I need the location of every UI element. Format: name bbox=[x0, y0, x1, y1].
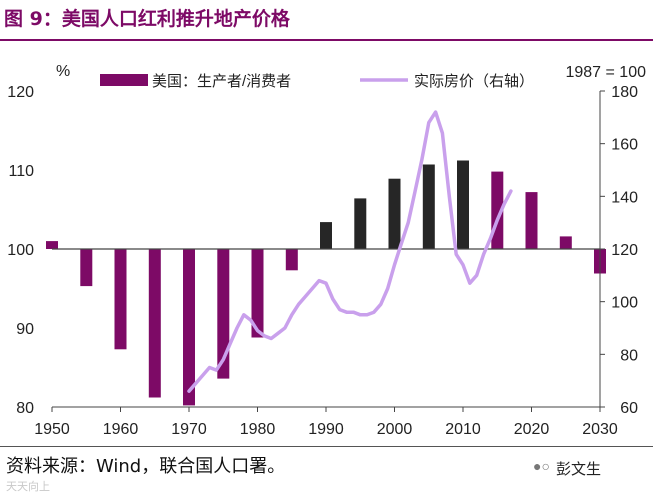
bar-1965 bbox=[148, 249, 161, 398]
price-line bbox=[187, 110, 513, 393]
right-ticks: 60 80 100 120 140 160 180 bbox=[600, 84, 638, 417]
chart: 1950 1960 1970 1980 1990 2000 2010 2020 2030 80 9… bbox=[7, 63, 646, 438]
x-tick-2000: 2000 bbox=[377, 421, 413, 438]
x-tick-2030: 2030 bbox=[582, 421, 618, 438]
source-note: 资料来源：Wind，联合国人口署。 bbox=[6, 456, 286, 477]
bar-2010 bbox=[457, 160, 469, 249]
right-axis-note: 1987 = 100 bbox=[565, 64, 646, 81]
left-tick-100: 100 bbox=[7, 242, 34, 259]
left-tick-120: 120 bbox=[7, 84, 34, 101]
right-tick-160: 160 bbox=[611, 137, 638, 154]
legend-bar-swatch bbox=[100, 74, 148, 86]
x-tick-2010: 2010 bbox=[445, 421, 481, 438]
bar-1980 bbox=[251, 249, 264, 338]
left-tick-90: 90 bbox=[16, 321, 34, 338]
bars bbox=[46, 160, 606, 406]
x-tick-2020: 2020 bbox=[514, 421, 550, 438]
bar-1950 bbox=[46, 241, 58, 249]
x-tick-1990: 1990 bbox=[308, 421, 344, 438]
faint-watermark: 天天向上 bbox=[6, 481, 50, 493]
x-tick-1950: 1950 bbox=[34, 421, 70, 438]
x-tick-1960: 1960 bbox=[103, 421, 139, 438]
right-tick-80: 80 bbox=[620, 347, 638, 364]
right-tick-100: 100 bbox=[611, 295, 638, 312]
bar-2020 bbox=[525, 192, 538, 249]
bar-1975 bbox=[217, 249, 230, 379]
legend-bar-label: 美国：生产者/消费者 bbox=[152, 73, 291, 90]
x-ticks: 1950 1960 1970 1980 1990 2000 2010 2020 2030 bbox=[34, 407, 618, 438]
bar-2005 bbox=[422, 164, 435, 249]
right-tick-140: 140 bbox=[611, 189, 638, 206]
bar-2000 bbox=[388, 178, 401, 249]
legend-line-label: 实际房价（右轴） bbox=[414, 73, 534, 90]
chart-title: 图 9：美国人口红利推升地产价格 bbox=[4, 8, 290, 30]
bar-1955 bbox=[80, 249, 93, 287]
x-tick-1980: 1980 bbox=[240, 421, 276, 438]
bar-2025 bbox=[559, 236, 572, 249]
left-tick-110: 110 bbox=[8, 163, 34, 180]
left-tick-80: 80 bbox=[16, 400, 34, 417]
x-tick-1970: 1970 bbox=[171, 421, 207, 438]
bar-1990 bbox=[320, 222, 332, 249]
right-tick-120: 120 bbox=[611, 242, 638, 259]
bar-1985 bbox=[285, 249, 298, 271]
left-ticks: 80 90 100 110 120 bbox=[7, 84, 34, 417]
right-tick-180: 180 bbox=[611, 84, 638, 101]
footer-rule bbox=[0, 446, 653, 447]
bar-1960 bbox=[114, 249, 127, 350]
bar-1995 bbox=[354, 198, 367, 249]
right-tick-60: 60 bbox=[620, 400, 638, 417]
wechat-icon: ●○ bbox=[533, 458, 550, 474]
left-unit-label: % bbox=[56, 63, 70, 80]
watermark-label: 彭文生 bbox=[556, 460, 602, 478]
title-rule bbox=[0, 39, 653, 41]
bar-1970 bbox=[183, 249, 195, 406]
